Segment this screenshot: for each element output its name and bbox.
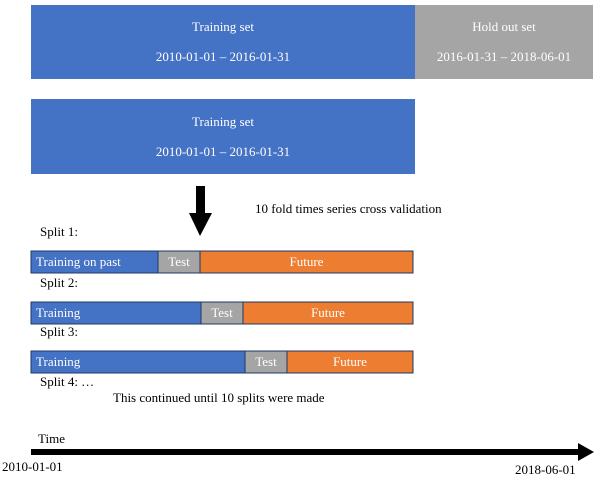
future-segment [286, 350, 414, 374]
range: 2010-01-01 – 2016-01-31 [156, 49, 290, 64]
future-segment [199, 250, 414, 274]
label: Hold out set [472, 19, 536, 34]
test-label: Test [211, 305, 233, 320]
holdout-box [415, 5, 593, 79]
end-date: 2018-06-01 [515, 462, 576, 477]
split-label: Split 1: [40, 224, 78, 239]
training-box [31, 5, 415, 79]
training-box [31, 99, 415, 174]
split-label: Split 3: [40, 324, 78, 339]
test-label: Test [255, 354, 277, 369]
start-date: 2010-01-01 [2, 459, 63, 474]
caption: 10 fold times series cross validation [255, 201, 442, 216]
range: 2010-01-01 – 2016-01-31 [156, 144, 290, 159]
future-label: Future [290, 254, 324, 269]
label: Training set [192, 114, 254, 129]
note: This continued until 10 splits were made [113, 390, 325, 405]
down-arrow [189, 186, 212, 236]
future-label: Future [311, 305, 345, 320]
split-label: Split 4: … [40, 374, 94, 389]
training-label: Training [36, 305, 81, 320]
splits: Split 1: Training on past Test Future Split … [30, 224, 414, 374]
training-label: Training [36, 354, 81, 369]
label: Training set [192, 19, 254, 34]
test-label: Test [168, 254, 190, 269]
training-label: Training on past [36, 254, 121, 269]
future-label: Future [333, 354, 367, 369]
future-segment [242, 301, 414, 325]
range: 2016-01-31 – 2018-06-01 [437, 49, 571, 64]
split-label: Split 2: [40, 275, 78, 290]
time-label: Time [38, 431, 65, 446]
time-arrow [31, 443, 594, 461]
